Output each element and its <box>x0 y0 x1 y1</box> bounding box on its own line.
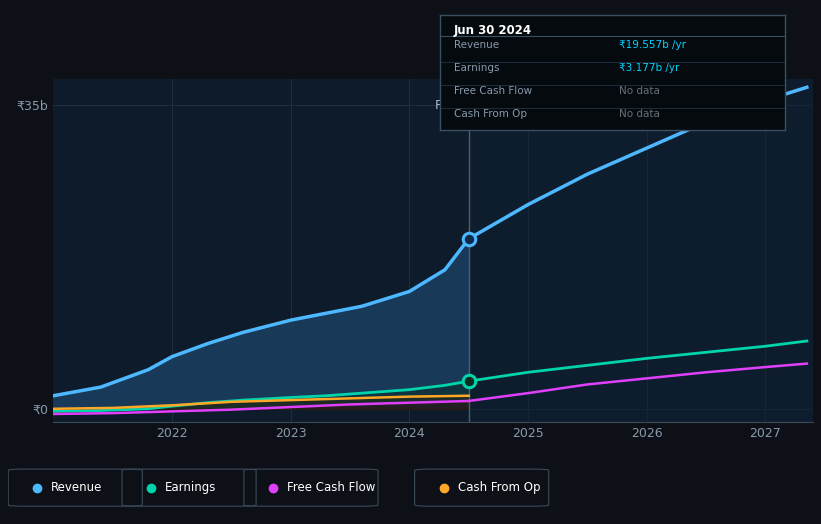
Bar <box>469 79 813 422</box>
Text: No data: No data <box>619 110 660 119</box>
Text: Free Cash Flow: Free Cash Flow <box>454 86 532 96</box>
Text: ₹3.177b /yr: ₹3.177b /yr <box>619 63 680 73</box>
Text: Jun 30 2024: Jun 30 2024 <box>454 24 532 37</box>
Text: Revenue: Revenue <box>454 40 499 50</box>
Text: Earnings: Earnings <box>454 63 499 73</box>
Text: Cash From Op: Cash From Op <box>454 110 527 119</box>
Text: No data: No data <box>619 86 660 96</box>
Text: Earnings: Earnings <box>165 481 217 494</box>
Text: Past: Past <box>435 99 461 112</box>
Text: Free Cash Flow: Free Cash Flow <box>287 481 375 494</box>
Text: Analysts Forecasts: Analysts Forecasts <box>476 99 593 112</box>
Text: Revenue: Revenue <box>51 481 103 494</box>
Text: Cash From Op: Cash From Op <box>457 481 540 494</box>
Text: ₹19.557b /yr: ₹19.557b /yr <box>619 40 686 50</box>
